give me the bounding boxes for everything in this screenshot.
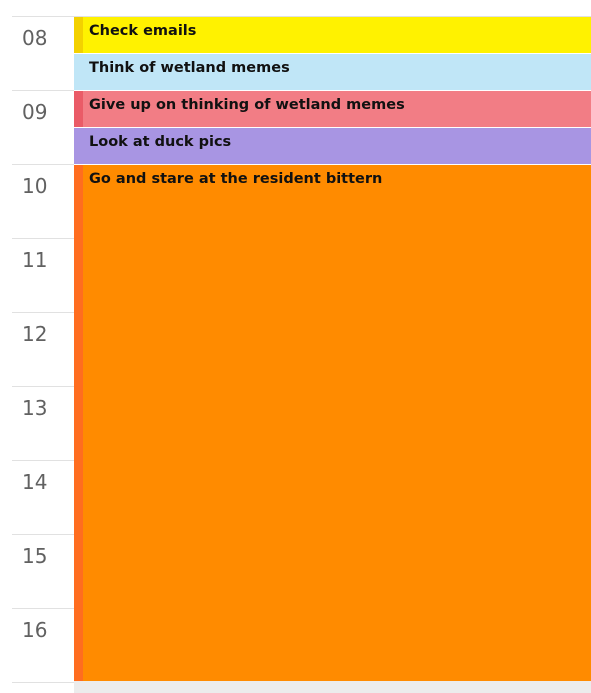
hour-gridline: [12, 16, 591, 17]
hour-label-16: 16: [22, 618, 48, 642]
hour-label-08: 08: [22, 26, 48, 50]
event-color-stripe: [74, 17, 83, 53]
event-title: Go and stare at the resident bittern: [89, 171, 383, 187]
event-title: Check emails: [89, 23, 197, 39]
event-go-and-stare-at-the-resident-bittern[interactable]: Go and stare at the resident bittern: [74, 165, 591, 681]
calendar-grid-bottom: [74, 681, 591, 693]
event-color-stripe: [74, 165, 83, 681]
hour-label-11: 11: [22, 248, 48, 272]
event-color-stripe: [74, 128, 83, 164]
event-give-up-on-thinking-of-wetland-memes[interactable]: Give up on thinking of wetland memes: [74, 91, 591, 128]
hour-label-13: 13: [22, 396, 48, 420]
event-look-at-duck-pics[interactable]: Look at duck pics: [74, 128, 591, 165]
hour-label-10: 10: [22, 174, 48, 198]
event-title: Give up on thinking of wetland memes: [89, 97, 405, 113]
event-check-emails[interactable]: Check emails: [74, 17, 591, 54]
event-title: Look at duck pics: [89, 134, 232, 150]
event-title: Think of wetland memes: [89, 60, 290, 76]
event-color-stripe: [74, 91, 83, 127]
hour-label-14: 14: [22, 470, 48, 494]
hour-label-09: 09: [22, 100, 48, 124]
event-color-stripe: [74, 54, 83, 90]
event-think-of-wetland-memes[interactable]: Think of wetland memes: [74, 54, 591, 91]
hour-label-12: 12: [22, 322, 48, 346]
hour-label-15: 15: [22, 544, 48, 568]
